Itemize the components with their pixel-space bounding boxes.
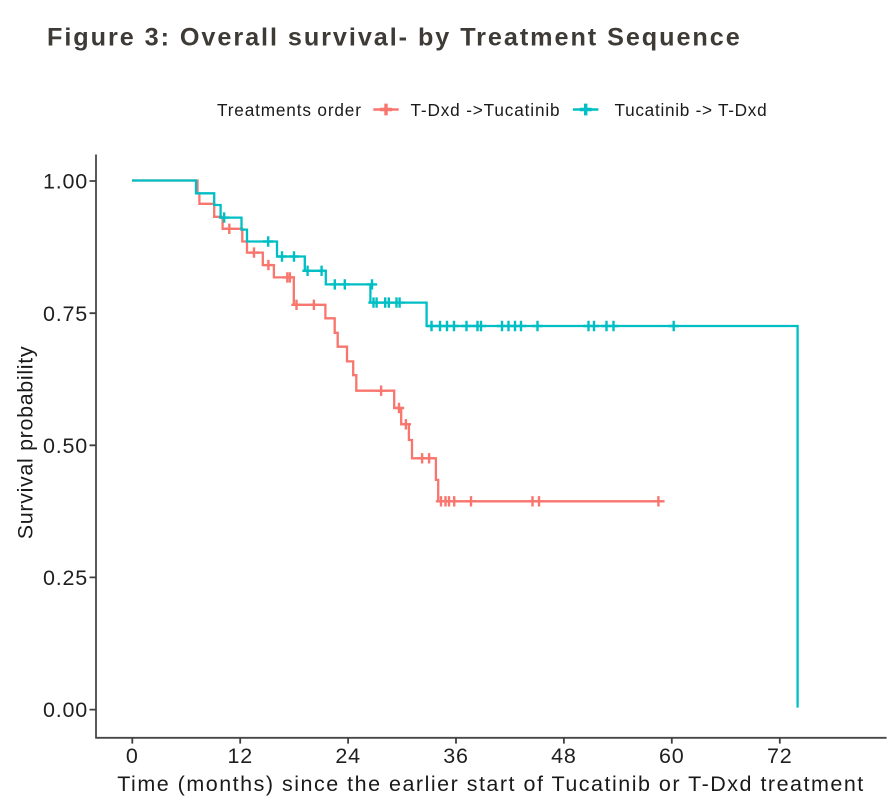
svg-text:60: 60 [659, 744, 685, 768]
svg-text:Tucatinib -> T-Dxd: Tucatinib -> T-Dxd [615, 100, 768, 120]
svg-text:Survival probability: Survival probability [14, 346, 38, 539]
svg-text:0.50: 0.50 [43, 434, 88, 458]
svg-text:0.25: 0.25 [43, 566, 88, 590]
svg-text:T-Dxd ->Tucatinib: T-Dxd ->Tucatinib [411, 100, 561, 120]
svg-text:Time (months) since the earlie: Time (months) since the earlier start of… [117, 772, 865, 796]
svg-text:36: 36 [443, 744, 469, 768]
svg-text:0.75: 0.75 [43, 302, 88, 326]
svg-text:1.00: 1.00 [43, 170, 88, 194]
svg-text:Figure 3: Overall survival- by: Figure 3: Overall survival- by Treatment… [47, 23, 742, 51]
svg-text:24: 24 [335, 744, 361, 768]
svg-text:0: 0 [126, 744, 139, 768]
svg-text:Treatments order: Treatments order [217, 100, 362, 120]
svg-text:12: 12 [227, 744, 253, 768]
svg-text:72: 72 [767, 744, 793, 768]
svg-text:0.00: 0.00 [43, 698, 88, 722]
svg-text:48: 48 [551, 744, 577, 768]
